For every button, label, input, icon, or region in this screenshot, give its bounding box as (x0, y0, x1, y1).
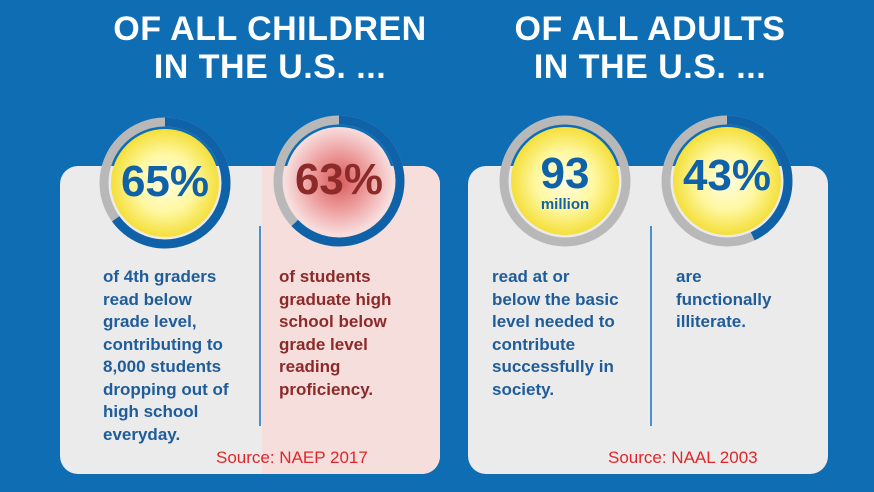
stat-43-description: are functionally illiterate. (676, 266, 816, 334)
stat-43-value: 43% (682, 151, 772, 200)
ring-65-percent (98, 116, 232, 250)
desc-line: high school (103, 402, 199, 421)
desc-line: read at or (492, 267, 570, 286)
desc-line: level needed to (492, 312, 615, 331)
desc-line: society. (492, 379, 555, 399)
stat-93-value: 93 (540, 149, 590, 198)
desc-line: reading (279, 357, 341, 376)
desc-line: functionally (676, 289, 772, 309)
desc-line: dropping out of (103, 379, 229, 399)
source-naep: Source: NAEP 2017 (216, 448, 368, 467)
source-naal: Source: NAAL 2003 (608, 448, 758, 467)
desc-line: 8,000 students (103, 357, 222, 376)
heading-adults-line-1: OF ALL ADULTS (514, 10, 786, 48)
stat-93-unit: million (540, 196, 590, 213)
ring-63-percent (272, 114, 406, 248)
desc-line: contribute (492, 334, 576, 354)
desc-line: grade level, (103, 312, 197, 331)
adults-divider (650, 226, 652, 426)
desc-line: graduate high (279, 289, 392, 309)
desc-line: below the basic (492, 289, 619, 309)
stat-63-description: of students graduate high school below g… (279, 266, 429, 401)
heading-adults: OF ALL ADULTS IN THE U.S. ... (470, 10, 830, 86)
desc-line: contributing to (103, 334, 223, 354)
desc-line: read below (103, 289, 192, 309)
ring-43-percent (660, 114, 794, 248)
ring-93-million (498, 114, 632, 248)
desc-line: everyday. (103, 424, 181, 444)
stat-65-description: of 4th graders read below grade level, c… (103, 266, 263, 446)
stat-65-value: 65% (120, 157, 210, 206)
children-divider (259, 226, 261, 426)
heading-adults-line-2: IN THE U.S. ... (533, 48, 767, 86)
desc-line: proficiency. (279, 379, 374, 399)
desc-line: of 4th graders (103, 267, 217, 286)
heading-children-line-1: OF ALL CHILDREN (113, 10, 427, 48)
desc-line: of students (279, 267, 371, 286)
desc-line: illiterate. (676, 312, 746, 331)
heading-children: OF ALL CHILDREN IN THE U.S. ... (70, 10, 470, 86)
desc-line: school below (279, 312, 387, 331)
heading-children-line-2: IN THE U.S. ... (153, 48, 387, 86)
stat-93-description: read at or below the basic level needed … (492, 266, 642, 401)
desc-line: grade level (279, 334, 368, 354)
desc-line: successfully in (492, 357, 614, 376)
desc-line: are (676, 267, 702, 286)
stat-63-value: 63% (294, 155, 384, 204)
